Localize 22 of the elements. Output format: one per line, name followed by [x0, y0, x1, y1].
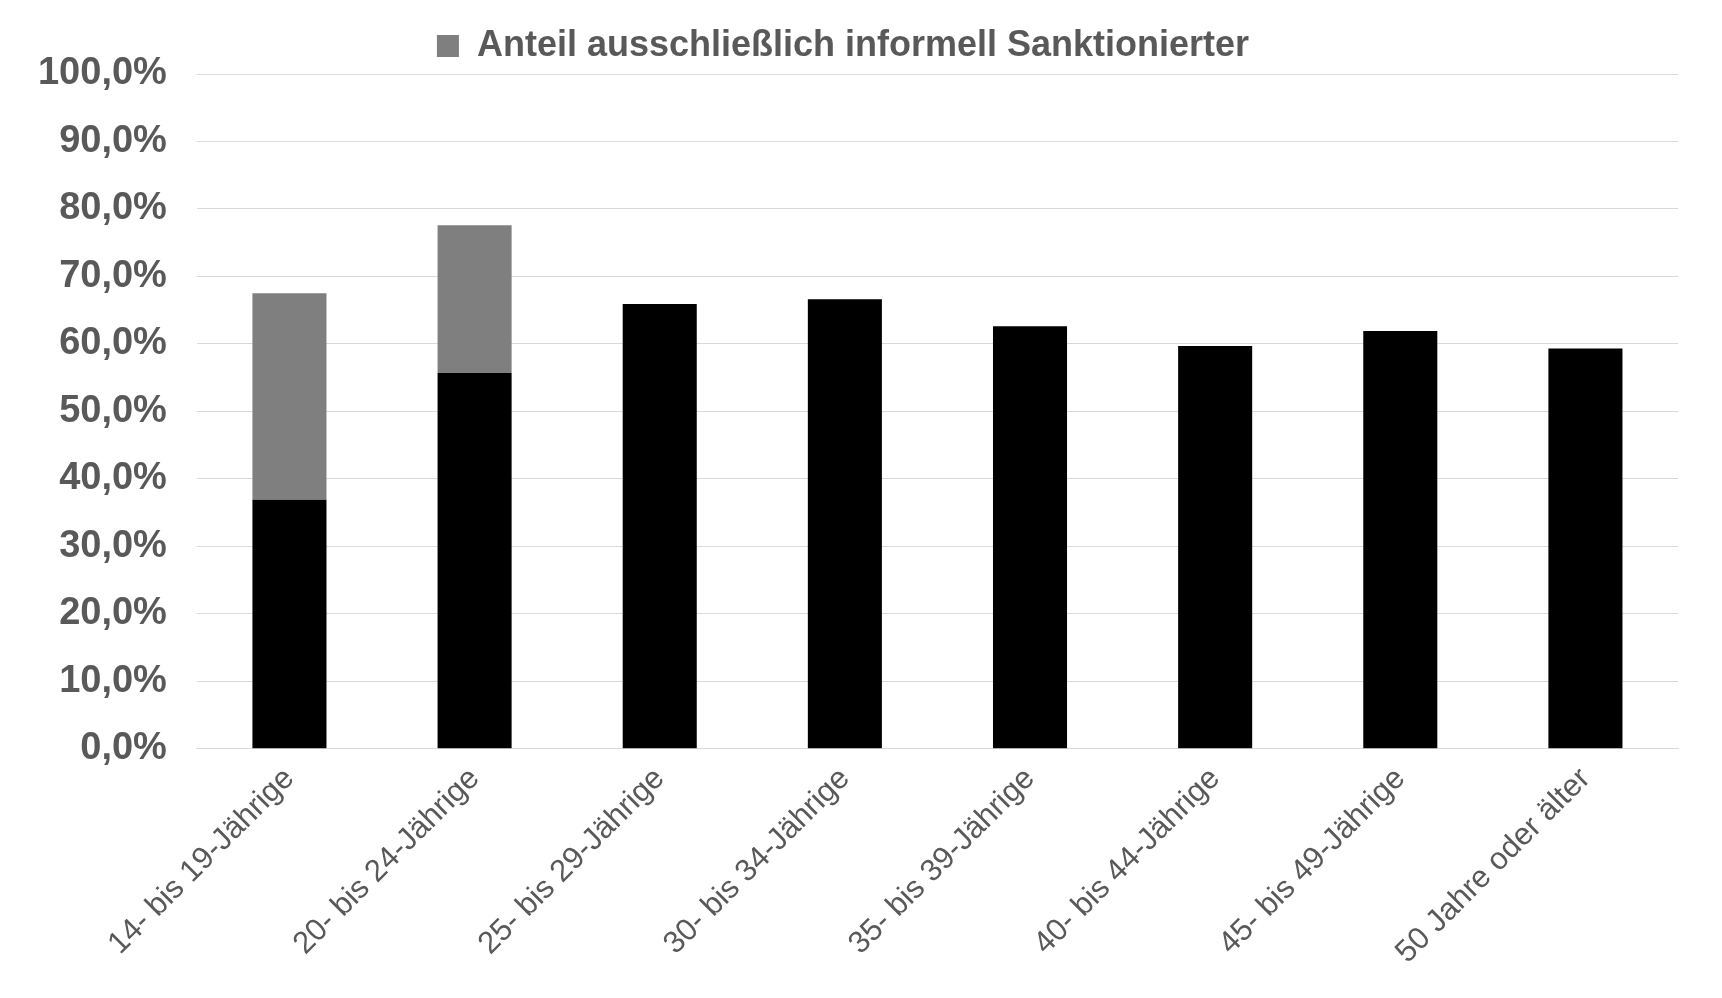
- y-tick-label: 10,0%: [59, 657, 167, 700]
- bar: [1178, 345, 1253, 749]
- y-tick-label: 100,0%: [37, 50, 167, 93]
- y-tick-label: 30,0%: [59, 522, 167, 565]
- y-tick-label: 20,0%: [59, 590, 167, 633]
- bar: [1363, 331, 1438, 749]
- bar: [252, 499, 327, 749]
- bar: [437, 225, 512, 373]
- bar: [992, 326, 1068, 749]
- y-tick-label: 70,0%: [59, 252, 167, 295]
- y-tick-label: 60,0%: [59, 320, 167, 363]
- y-tick-label: 50,0%: [59, 387, 167, 430]
- legend-label: Anteil ausschließlich informell Sanktionierter: [476, 22, 1250, 64]
- y-tick-label: 90,0%: [59, 117, 167, 160]
- bar: [437, 372, 512, 749]
- bar: [252, 293, 327, 500]
- bar: [807, 299, 882, 749]
- y-tick-label: 80,0%: [59, 185, 167, 228]
- bar: [622, 304, 697, 749]
- bar: [1548, 348, 1623, 749]
- y-tick-label: 0,0%: [80, 725, 167, 768]
- y-tick-label: 40,0%: [59, 455, 167, 498]
